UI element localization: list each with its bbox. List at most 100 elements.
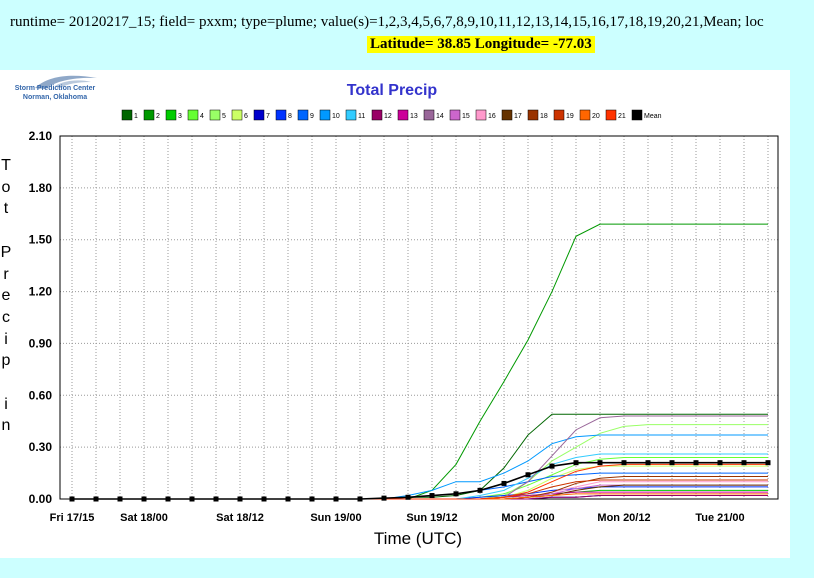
chart-grid [60,135,778,500]
y-axis-label-char: e [1,287,11,305]
legend-label: Mean [644,113,662,120]
y-axis-label-char: o [1,178,11,196]
legend-label: 16 [488,113,496,120]
legend-label: 15 [462,113,470,120]
legend-swatch [231,109,243,121]
y-tick-label: 1.80 [29,181,53,195]
legend-swatch [275,109,287,121]
mean-point [429,493,435,499]
x-tick-label: Sat 18/00 [120,512,168,524]
mean-point [333,496,339,502]
series-line-mean [72,461,768,500]
y-axis-label-char: n [1,417,11,435]
mean-point [237,496,243,502]
legend-label: 17 [514,113,522,120]
logo-swoosh-icon [35,75,97,89]
legend-swatch [501,109,513,121]
x-tick-label: Mon 20/12 [597,512,650,524]
legend-label: 5 [222,113,226,120]
legend-label: 19 [566,113,574,120]
y-tick-label: 1.50 [29,233,53,247]
legend-swatch [449,109,461,121]
lat-lon-label: Latitude= 38.85 Longitude= -77.03 [367,36,595,53]
y-tick-label: 1.20 [29,285,53,299]
legend-label: 4 [200,113,204,120]
y-tick-labels: 0.00 0.30 0.60 0.90 1.20 1.50 1.80 2.10 [29,129,53,506]
chart-series [69,223,771,502]
x-tick-labels: Fri 17/15 Sat 18/00 Sat 18/12 Sun 19/00 Sun … [50,512,745,524]
logo-line-1: Storm Prediction Center [14,85,96,92]
legend-swatch [605,109,617,121]
legend-swatch [165,109,177,121]
legend-swatch [143,109,155,121]
y-axis-label-char: T [1,157,11,174]
legend-swatch [345,109,357,121]
mean-point [669,460,675,466]
legend-label: 9 [310,113,314,120]
mean-point [141,496,147,502]
mean-point [357,496,363,502]
legend-swatch [121,109,133,121]
mean-point [645,460,651,466]
y-tick-label: 0.00 [29,492,53,506]
mean-point [501,480,507,486]
spc-logo: Storm Prediction Center Norman, Oklahoma [5,72,105,108]
x-tick-label: Sun 19/12 [406,512,457,524]
legend-label: 12 [384,113,392,120]
logo-line-2: Norman, Oklahoma [22,94,88,101]
mean-point [261,496,267,502]
total-precip-chart: Total Precip 1 2 3 4 5 6 7 8 9 10 11 12 13 14 15 16 17 18… [29,82,779,548]
legend-label: 6 [244,113,248,120]
mean-point [213,496,219,502]
mean-point [549,463,555,469]
legend-label: 2 [156,113,160,120]
legend-swatch [475,109,487,121]
series-line-10 [72,434,768,500]
mean-point [477,487,483,493]
mean-point [597,460,603,466]
mean-point [717,460,723,466]
mean-point [165,496,171,502]
mean-point [405,494,411,500]
legend-swatch [253,109,265,121]
y-axis-label-char: P [0,243,12,261]
legend-label: 20 [592,113,600,120]
run-info-header: runtime= 20120217_15; field= pxxm; type=… [10,14,764,30]
legend-swatch [371,109,383,121]
mean-point [453,491,459,497]
legend-label: 1 [134,113,138,120]
legend-label: 8 [288,113,292,120]
x-tick-label: Fri 17/15 [50,512,95,524]
legend-swatch [397,109,409,121]
mean-point [525,472,531,478]
legend-label: 13 [410,113,418,120]
x-tick-label: Sun 19/00 [310,512,361,524]
legend-label: 14 [436,113,444,120]
mean-point [285,496,291,502]
mean-point [621,460,627,466]
legend-swatch [527,109,539,121]
y-tick-label: 0.60 [29,388,53,402]
x-tick-label: Mon 20/00 [501,512,554,524]
y-axis-label-char: t [3,200,9,218]
y-axis-label-char: i [4,330,8,348]
legend-label: 10 [332,113,340,120]
legend-label: 3 [178,113,182,120]
mean-point [765,460,771,466]
legend-swatch [187,109,199,121]
legend-swatch [631,109,643,121]
y-tick-label: 2.10 [29,129,53,143]
y-tick-label: 0.30 [29,440,53,454]
y-axis-label-char: i [4,395,8,413]
legend-label: 7 [266,113,270,120]
x-axis-label: Time (UTC) [374,529,462,548]
y-axis-label-char: c [2,308,10,326]
chart-legend: 1 2 3 4 5 6 7 8 9 10 11 12 13 14 15 16 17 18 19 20 21 Mean [121,109,662,121]
y-tick-label: 0.90 [29,336,53,350]
mean-point [381,495,387,501]
x-tick-label: Sat 18/12 [216,512,264,524]
series-line-1 [72,413,768,500]
series-line-5 [72,424,768,500]
legend-swatch [209,109,221,121]
y-axis-label-char: r [3,265,9,283]
